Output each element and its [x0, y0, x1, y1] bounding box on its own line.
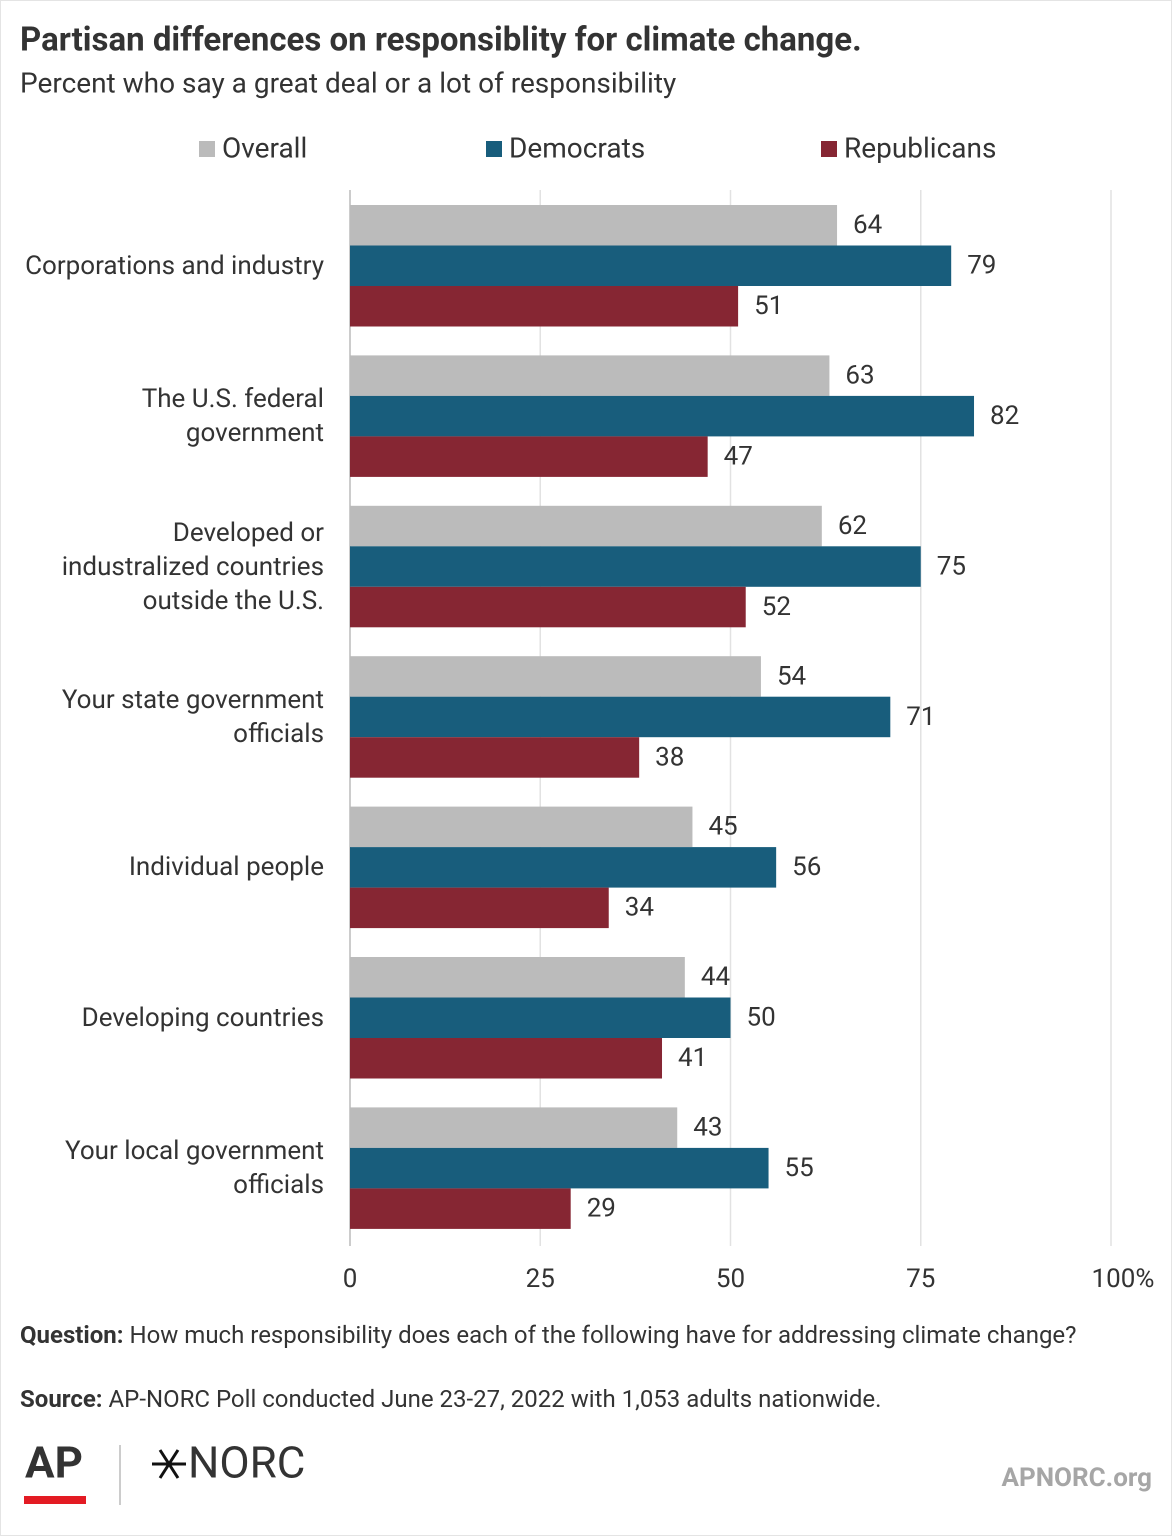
bar	[350, 696, 891, 738]
bar	[350, 1038, 663, 1079]
site-url: APNORC.org	[1001, 1463, 1152, 1493]
value-label: 75	[937, 551, 966, 581]
logo-ap-bar	[24, 1496, 86, 1504]
question: Question: How much responsibility does e…	[20, 1319, 1140, 1351]
source-text: AP-NORC Poll conducted June 23-27, 2022 …	[108, 1385, 882, 1413]
category-label: Developed or industralized countries out…	[61, 517, 324, 616]
x-tick-label: 0	[343, 1264, 358, 1294]
bar	[350, 205, 838, 246]
bar	[350, 286, 739, 327]
bar	[350, 1147, 769, 1189]
logo-ap: AP	[25, 1437, 83, 1489]
bar	[350, 436, 708, 477]
value-label: 44	[701, 962, 731, 992]
chart-title: Partisan differences on responsiblity fo…	[20, 21, 862, 60]
question-text: How much responsibility does each of the…	[129, 1321, 1077, 1349]
bar	[350, 806, 693, 848]
logo-star	[152, 1449, 186, 1479]
bar	[350, 546, 921, 587]
x-tick-label: 25	[526, 1264, 555, 1294]
x-tick-label: 50	[716, 1264, 745, 1294]
legend-label: Democrats	[509, 131, 645, 164]
legend-label: Republicans	[844, 131, 996, 164]
category-label: The U.S. federal government	[141, 384, 324, 449]
value-label: 43	[693, 1113, 722, 1143]
question-label: Question:	[20, 1321, 124, 1349]
legend-swatch	[486, 141, 502, 157]
value-label: 41	[678, 1043, 707, 1073]
bar	[350, 395, 975, 437]
bar	[350, 1188, 571, 1229]
bar	[350, 887, 609, 929]
value-label: 52	[762, 592, 791, 622]
category-label: Your state government officials	[61, 684, 324, 749]
category-label: Corporations and industry	[25, 250, 324, 281]
bar	[350, 505, 822, 547]
value-label: 50	[747, 1003, 776, 1033]
bar	[350, 245, 952, 286]
bar	[350, 997, 731, 1038]
x-tick-label: 100%	[1092, 1264, 1155, 1294]
value-label: 47	[724, 442, 753, 472]
bar	[350, 1107, 678, 1148]
value-label: 34	[625, 893, 655, 923]
value-label: 64	[853, 210, 883, 240]
bar	[350, 355, 830, 396]
category-label: Individual people	[128, 852, 324, 883]
bar	[350, 586, 746, 628]
logo-norc: NORC	[188, 1437, 305, 1489]
value-label: 38	[655, 742, 684, 772]
value-label: 79	[967, 251, 996, 281]
bar	[350, 737, 640, 778]
value-label: 45	[708, 812, 737, 842]
legend-swatch	[199, 141, 215, 157]
bar	[350, 957, 685, 998]
legend-label: Overall	[222, 131, 307, 164]
value-label: 51	[754, 291, 783, 321]
legend-swatch	[821, 141, 837, 157]
value-label: 56	[792, 852, 821, 882]
bar	[350, 847, 777, 888]
value-label: 29	[587, 1194, 616, 1224]
value-label: 63	[845, 361, 874, 391]
category-label: Developing countries	[81, 1002, 324, 1033]
value-label: 55	[785, 1153, 814, 1183]
category-label: Your local government officials	[65, 1136, 324, 1201]
bar	[350, 656, 761, 697]
value-label: 82	[990, 401, 1019, 431]
value-label: 62	[838, 511, 867, 541]
value-label: 71	[906, 702, 935, 732]
x-tick-label: 75	[906, 1264, 935, 1294]
value-label: 54	[777, 661, 807, 691]
source: Source: AP-NORC Poll conducted June 23-2…	[20, 1383, 1140, 1415]
chart-subtitle: Percent who say a great deal or a lot of…	[20, 66, 676, 99]
source-label: Source:	[20, 1385, 103, 1413]
